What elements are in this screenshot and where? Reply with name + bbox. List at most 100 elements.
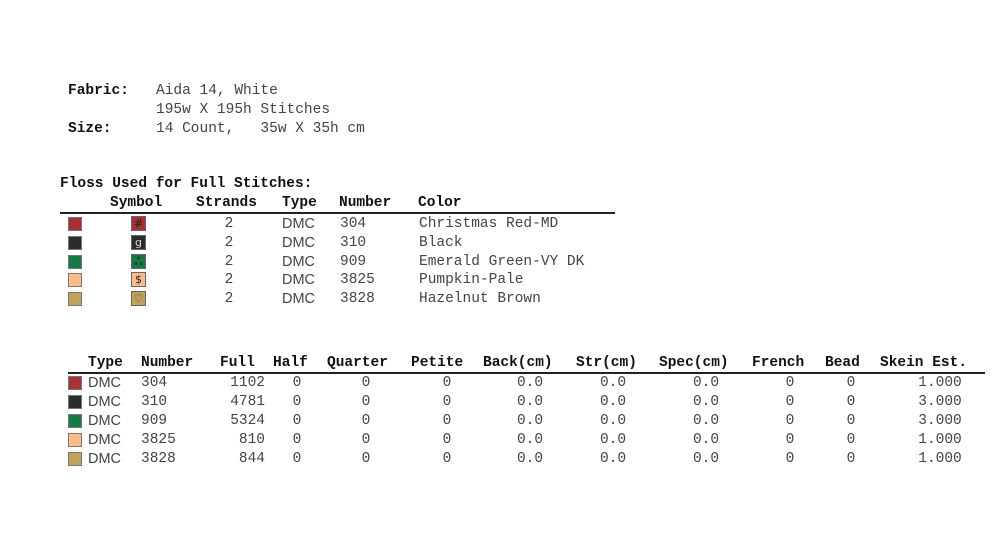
floss-type: DMC (282, 272, 316, 289)
color-swatch (68, 414, 82, 428)
floss-title: Floss Used for Full Stitches: (60, 176, 313, 192)
usage-cell-spec-cm: 0.0 (692, 394, 720, 410)
color-swatch (68, 433, 82, 447)
usage-cell-type: DMC (88, 394, 122, 410)
floss-header-number: Number (339, 195, 392, 211)
usage-cell-quarter: 0 (361, 375, 371, 391)
usage-cell-full: 1102 (230, 375, 265, 391)
floss-type: DMC (282, 216, 316, 232)
usage-cell-spec-cm: 0.0 (692, 413, 720, 429)
usage-cell-half: 0 (292, 451, 302, 467)
usage-cell-petite: 0 (442, 375, 452, 391)
size-label: Size: (68, 121, 112, 137)
usage-cell-bead: 0 (846, 375, 856, 391)
usage-cell-half: 0 (292, 394, 302, 410)
usage-cell-number: 3828 (141, 451, 176, 467)
size-value: 14 Count, 35w X 35h cm (156, 121, 365, 137)
symbol-icon: # (131, 216, 146, 231)
floss-number: 310 (340, 234, 367, 251)
usage-cell-bead: 0 (846, 432, 856, 448)
floss-number: 909 (340, 253, 367, 270)
floss-color-name: Emerald Green-VY DK (419, 253, 585, 270)
usage-cell-petite: 0 (442, 394, 452, 410)
fabric-label: Fabric: (68, 83, 129, 99)
usage-header-type: Type (88, 355, 123, 371)
usage-cell-type: DMC (88, 451, 122, 467)
usage-cell-back-cm: 0.0 (516, 413, 544, 429)
usage-cell-skein-est: 3.000 (918, 394, 962, 410)
usage-cell-str-cm: 0.0 (599, 413, 627, 429)
floss-header-symbol: Symbol (110, 195, 163, 211)
usage-cell-full: 844 (238, 451, 265, 467)
usage-header-str-cm: Str(cm) (576, 355, 637, 371)
usage-cell-quarter: 0 (361, 432, 371, 448)
floss-number: 3825 (340, 272, 375, 289)
usage-cell-french: 0 (785, 375, 795, 391)
usage-cell-str-cm: 0.0 (599, 432, 627, 448)
floss-type: DMC (282, 253, 316, 270)
fabric-stitches: 195w X 195h Stitches (156, 102, 331, 118)
usage-cell-quarter: 0 (361, 451, 371, 467)
usage-cell-back-cm: 0.0 (516, 432, 544, 448)
floss-type: DMC (282, 291, 316, 308)
color-swatch (68, 395, 82, 409)
usage-header-back-cm: Back(cm) (483, 355, 553, 371)
usage-header-quarter: Quarter (327, 355, 388, 371)
usage-header-rule (68, 372, 985, 374)
usage-cell-type: DMC (88, 432, 122, 448)
usage-cell-str-cm: 0.0 (599, 394, 627, 410)
usage-cell-number: 909 (141, 413, 168, 429)
usage-cell-skein-est: 3.000 (918, 413, 962, 429)
usage-cell-skein-est: 1.000 (918, 432, 962, 448)
usage-cell-str-cm: 0.0 (599, 375, 627, 391)
usage-cell-quarter: 0 (361, 394, 371, 410)
usage-cell-spec-cm: 0.0 (692, 432, 720, 448)
floss-header-rule (60, 212, 615, 214)
usage-header-petite: Petite (411, 355, 464, 371)
strands: 2 (224, 272, 234, 289)
usage-cell-spec-cm: 0.0 (692, 451, 720, 467)
symbol-icon: ஃ (131, 253, 146, 269)
usage-cell-spec-cm: 0.0 (692, 375, 720, 391)
floss-type: DMC (282, 234, 316, 251)
usage-cell-petite: 0 (442, 451, 452, 467)
strands: 2 (224, 291, 234, 308)
usage-cell-type: DMC (88, 413, 122, 429)
usage-cell-back-cm: 0.0 (516, 451, 544, 467)
usage-cell-french: 0 (785, 451, 795, 467)
color-swatch (68, 254, 82, 269)
usage-cell-number: 304 (141, 375, 168, 391)
strands: 2 (224, 216, 234, 232)
usage-header-bead: Bead (825, 355, 860, 371)
usage-cell-bead: 0 (846, 394, 856, 410)
usage-cell-back-cm: 0.0 (516, 375, 544, 391)
symbol-icon: $ (131, 272, 146, 288)
usage-cell-half: 0 (292, 375, 302, 391)
usage-cell-type: DMC (88, 375, 122, 391)
usage-header-full: Full (220, 355, 255, 371)
color-swatch (68, 217, 82, 231)
usage-cell-french: 0 (785, 413, 795, 429)
usage-header-number: Number (141, 355, 194, 371)
floss-header-type: Type (282, 195, 317, 211)
usage-header-skein-est: Skein Est. (880, 355, 968, 371)
usage-cell-full: 5324 (230, 413, 265, 429)
usage-cell-half: 0 (292, 432, 302, 448)
usage-cell-str-cm: 0.0 (599, 451, 627, 467)
floss-number: 304 (340, 216, 367, 232)
usage-cell-quarter: 0 (361, 413, 371, 429)
usage-header-half: Half (273, 355, 308, 371)
strands: 2 (224, 253, 234, 270)
floss-number: 3828 (340, 291, 375, 308)
color-swatch (68, 235, 82, 250)
usage-cell-half: 0 (292, 413, 302, 429)
usage-cell-bead: 0 (846, 451, 856, 467)
usage-cell-petite: 0 (442, 432, 452, 448)
symbol-icon: ♡ (131, 291, 146, 307)
color-swatch (68, 376, 82, 390)
strands: 2 (224, 234, 234, 251)
fabric-value: Aida 14, White (156, 83, 278, 99)
usage-cell-full: 4781 (230, 394, 265, 410)
floss-color-name: Pumpkin-Pale (419, 272, 524, 289)
usage-cell-back-cm: 0.0 (516, 394, 544, 410)
